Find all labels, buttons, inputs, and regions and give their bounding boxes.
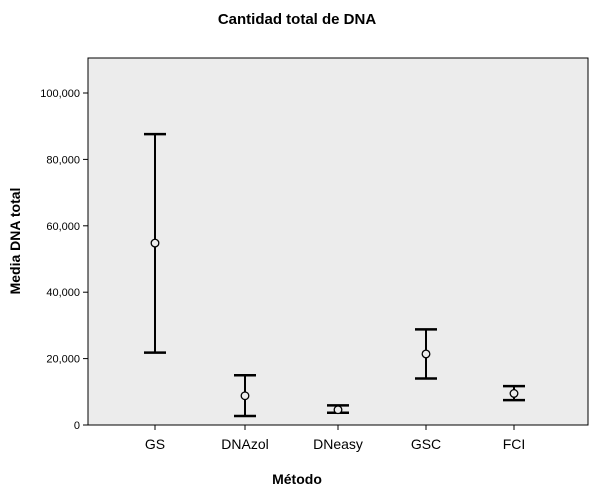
mean-marker: [421, 349, 431, 359]
mean-marker: [150, 238, 160, 248]
mean-marker: [333, 405, 343, 415]
y-tick-label: 60,000: [46, 221, 80, 233]
y-tick-label: 100,000: [40, 88, 80, 100]
mean-marker: [240, 391, 250, 401]
y-axis: 0 20,000 40,000 60,000 80,000 100,000: [40, 88, 88, 432]
mean-marker: [509, 389, 519, 398]
error-bar-dneasy: [327, 404, 349, 415]
x-tick-label: DNAzol: [221, 436, 268, 452]
y-axis-label: Media DNA total: [7, 188, 23, 295]
error-bar-gsc: [415, 328, 437, 380]
y-tick-label: 80,000: [46, 154, 80, 166]
error-bar-dnazol: [234, 373, 256, 418]
chart-title: Cantidad total de DNA: [218, 11, 377, 28]
plot-area: [87, 57, 589, 426]
x-axis: GS DNAzol DNeasy GSC FCI: [145, 425, 525, 452]
y-tick-label: 40,000: [46, 287, 80, 299]
y-tick-label: 0: [74, 420, 80, 432]
x-tick-label: FCI: [503, 436, 526, 452]
error-bars: [144, 132, 525, 418]
x-tick-label: DNeasy: [313, 436, 363, 452]
y-tick-label: 20,000: [46, 354, 80, 366]
error-bar-gs: [144, 132, 166, 354]
x-tick-label: GS: [145, 436, 165, 452]
x-tick-label: GSC: [411, 436, 441, 452]
error-bar-fci: [503, 384, 525, 402]
x-axis-label: Método: [272, 471, 322, 487]
